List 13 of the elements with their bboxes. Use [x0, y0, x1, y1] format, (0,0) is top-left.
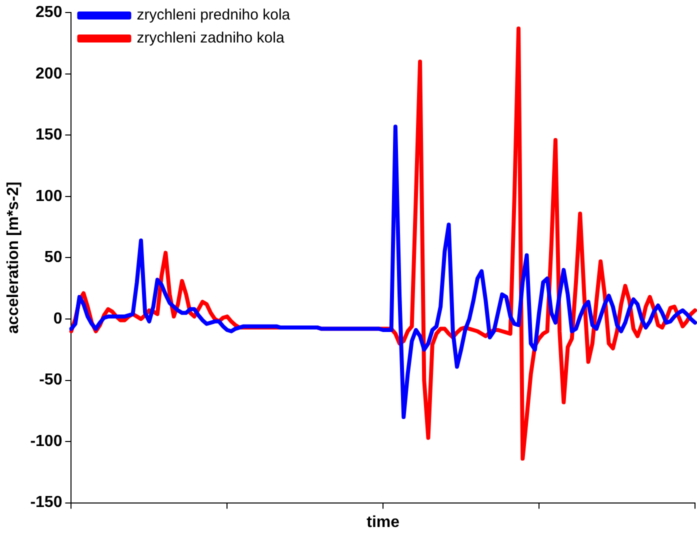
y-tick-label: -100 — [30, 432, 62, 450]
y-tick-label: -50 — [39, 372, 62, 389]
y-axis-title: acceleration [m*s-2] — [5, 182, 22, 334]
y-tick-label: -150 — [30, 494, 62, 512]
y-tick-label: 50 — [44, 249, 62, 266]
legend-label: zrychleni zadniho kola — [136, 30, 285, 47]
y-tick-label: 0 — [53, 310, 62, 328]
y-tick-label: 150 — [36, 126, 62, 144]
x-axis-title: time — [366, 514, 400, 531]
y-tick-label: 250 — [36, 4, 62, 22]
y-tick-label: 200 — [36, 65, 62, 82]
y-tick-label: 100 — [36, 188, 62, 205]
legend-label: zrychleni predniho kola — [136, 6, 291, 24]
